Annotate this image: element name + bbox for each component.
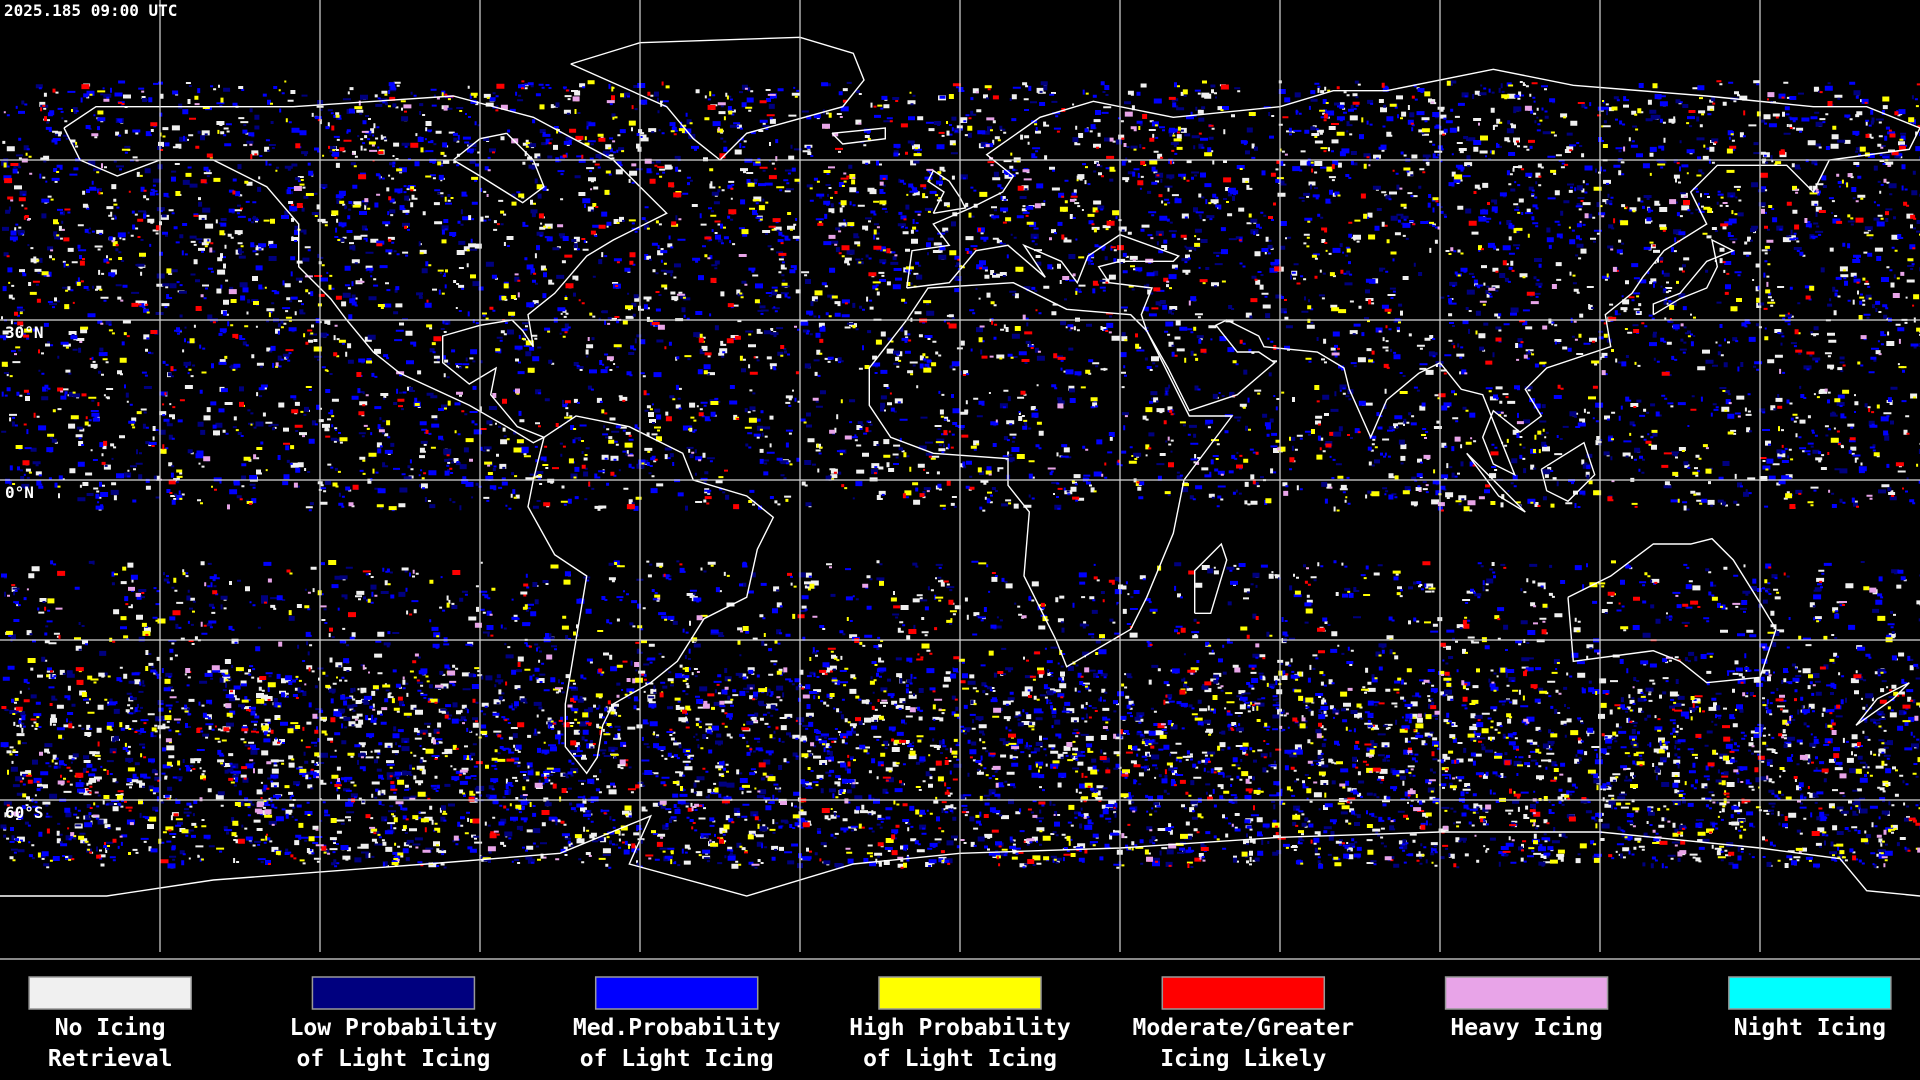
latitude-label: 30°N — [5, 323, 44, 342]
latitude-label: 0°N — [5, 483, 34, 502]
legend-label: of Light Icing — [580, 1046, 774, 1072]
legend-swatch — [1161, 976, 1326, 1010]
legend-swatch — [1728, 976, 1892, 1010]
coastline — [831, 127, 886, 145]
legend-label: No Icing — [55, 1015, 166, 1041]
legend-swatch — [878, 976, 1042, 1010]
coastline — [527, 415, 775, 775]
legend-label: Heavy Icing — [1450, 1015, 1602, 1041]
legend-swatch — [1444, 976, 1609, 1010]
legend-label: Moderate/Greater — [1133, 1015, 1355, 1041]
legend: No Icing Retrieval Low Probability of Light… — [28, 976, 1892, 1072]
coastline — [1855, 682, 1910, 726]
coastline — [1652, 238, 1736, 316]
latitude-label: 60°S — [5, 803, 44, 822]
legend-label: Low Probability — [290, 1015, 498, 1041]
legend-swatch — [28, 976, 192, 1010]
legend-label: Icing Likely — [1160, 1046, 1326, 1072]
timestamp: 2025.185 09:00 UTC — [4, 1, 177, 20]
legend-label: of Light Icing — [296, 1046, 490, 1072]
graticule — [0, 0, 1920, 952]
coastline — [1466, 452, 1526, 513]
coastline — [927, 169, 967, 214]
coastline — [452, 132, 545, 204]
legend-swatch — [594, 976, 759, 1010]
coastline — [1194, 542, 1228, 614]
coastlines — [0, 36, 1920, 897]
coastline — [906, 68, 1920, 477]
coastline — [1567, 537, 1777, 684]
coastline — [63, 95, 668, 444]
legend-label: Retrieval — [48, 1046, 173, 1072]
coastline — [570, 36, 865, 161]
legend-label: High Probability — [849, 1015, 1071, 1041]
legend-label: of Light Icing — [863, 1046, 1057, 1072]
coastline — [0, 814, 1920, 897]
coastline — [868, 281, 1234, 668]
coastline — [1540, 441, 1596, 503]
legend-label: Night Icing — [1734, 1015, 1886, 1041]
legend-label: Med.Probability — [573, 1015, 781, 1041]
latitude-labels: 30°N 0°N 60°S — [5, 323, 44, 822]
legend-swatch — [311, 976, 476, 1010]
